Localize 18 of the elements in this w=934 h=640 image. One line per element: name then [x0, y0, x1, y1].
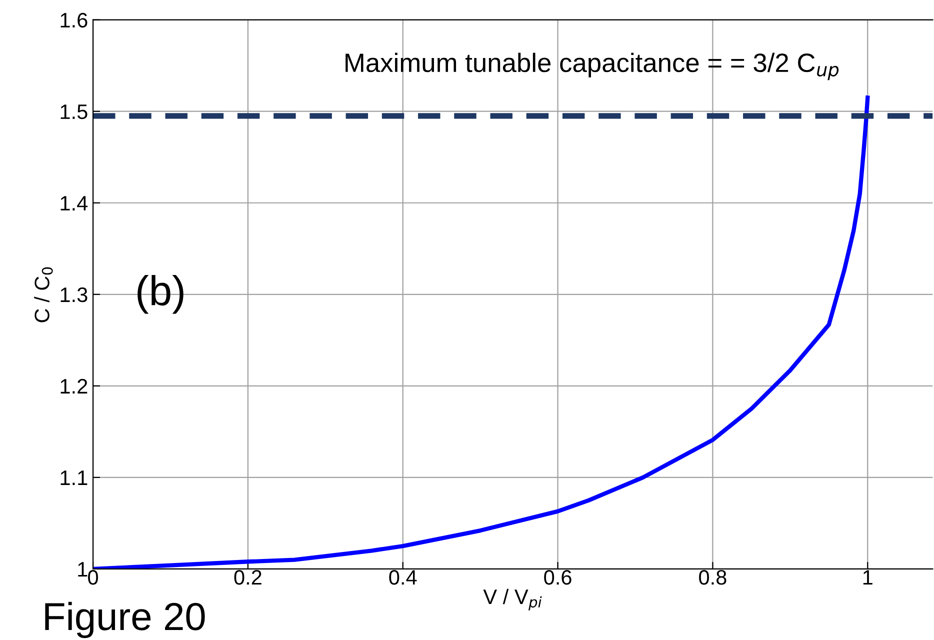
- y-tick-label: 1.4: [60, 196, 88, 210]
- annotation: (b): [138, 274, 184, 314]
- line-series: [93, 96, 870, 569]
- y-axis-title: C / C$_{0}$: [34, 267, 53, 322]
- x-tick-label: 0: [88, 570, 98, 585]
- x-tick-label: 1: [863, 570, 872, 585]
- x-tick-label: 0.4: [389, 570, 417, 585]
- x-tick-label: 0.8: [699, 570, 726, 585]
- y-tick-label: 1.5: [60, 104, 88, 120]
- y-tick-label: 1.3: [60, 287, 88, 302]
- y-tick-label: 1.6: [60, 12, 88, 28]
- caption: Figure 20: [45, 602, 205, 638]
- y-tick-label: 1.1: [60, 470, 88, 485]
- y-tick-label: 1.2: [60, 378, 88, 394]
- x-axis-title: V / V$_{pi}$: [483, 588, 542, 610]
- x-tick-label: 0.2: [234, 570, 262, 585]
- annotation: Maximum tunable capacitance = = 3/2 C$_{up}$: [346, 52, 839, 80]
- x-tick-label: 0.6: [544, 570, 572, 585]
